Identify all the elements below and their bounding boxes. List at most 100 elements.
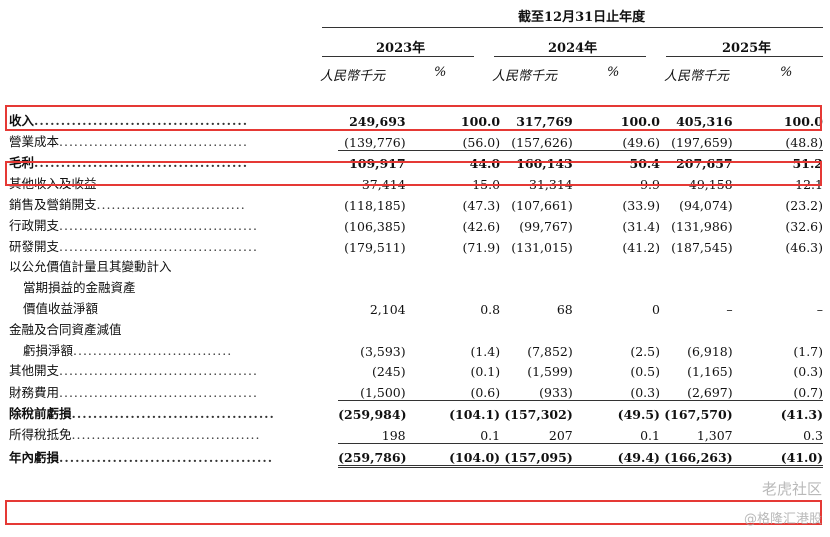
cell-value: (933) [500,379,573,402]
cell-value: 198 [338,421,406,444]
cell-pct: (47.3) [462,197,501,213]
cell-pct: (0.6) [405,379,501,402]
cell-pct: 0.3 [732,421,823,444]
cell-pct: (0.3) [572,379,660,402]
unit-label-2024: 人民幣千元 [492,69,558,84]
cell-pct: – [816,301,823,317]
cell-pct: (56.0) [405,128,501,151]
watermark-handle: @格隆汇港股 [743,512,822,527]
cell-pct: (33.9) [622,197,660,213]
cell-pct: (0.3) [793,364,823,380]
cell-pct: (0.7) [732,379,823,402]
table-row-loss-for-year: 年內虧損....................................… [9,443,823,468]
cell-pct: (71.9) [462,239,501,255]
cell-value: 207 [500,421,573,444]
table-row-finance-costs: 財務費用....................................… [9,379,823,402]
cell-value: 49,158 [688,177,733,193]
pct-label-2023: % [434,65,447,80]
table-row-fvtpl-header: 以公允價值計量且其變動計入 [9,255,823,276]
row-label: 以公允價值計量且其變動計入 [9,259,172,275]
cell-value: (157,626) [500,128,573,151]
table-row-other-expenses: 其他開支....................................… [9,359,823,380]
cell-pct: 100.0 [783,113,823,129]
cell-pct: (49.6) [572,128,660,151]
row-label: 營業成本 [9,134,60,150]
row-label: 銷售及營銷開支 [9,196,97,212]
cell-value: (7,852) [527,343,573,359]
cell-pct: 0 [652,301,660,317]
cell-value: (94,074) [679,197,733,213]
cell-value: (6,918) [687,343,733,359]
cell-value: (2,697) [659,379,733,402]
highlight-box-loss-for-year [5,500,822,525]
table-row-impairment-losses: 虧損淨額................................ (3,… [9,338,823,359]
pct-label-2025: % [780,65,793,80]
cell-pct: (49.5) [617,406,660,422]
table-row-revenue: 收入......................................… [9,108,823,129]
cell-value: (131,986) [671,218,733,234]
cell-pct: (41.0) [732,443,823,468]
cell-value: (166,263) [659,443,733,468]
cell-value: (1,599) [527,364,573,380]
cell-value: (187,545) [671,239,733,255]
year-2025-rule [666,56,823,57]
cell-pct: (1.7) [793,343,823,359]
cell-value: 249,693 [349,113,406,129]
row-label: 收入 [9,112,35,128]
cell-value: (157,095) [500,443,573,468]
period-heading: 截至12月31日止年度 [518,10,646,25]
period-rule [322,27,823,28]
table-row-gross-profit: 毛利......................................… [9,150,823,171]
cell-value: 68 [556,301,573,317]
year-2023-rule [322,56,474,57]
cell-pct: 50.4 [629,156,660,172]
cell-value: (1,500) [338,379,406,402]
cell-value: (167,570) [664,406,733,422]
cell-pct: (49.4) [572,443,660,468]
row-label: 除稅前虧損 [9,405,72,421]
cell-pct: (104.1) [449,406,501,422]
table-row-impairment-header: 金融及合同資產減值 [9,317,823,338]
cell-pct: 100.0 [620,113,660,129]
cell-pct: 44.0 [469,156,501,172]
cell-value: 2,104 [369,301,406,317]
cell-pct: 0.1 [405,421,501,444]
cell-value: 317,769 [516,113,573,129]
pct-label-2024: % [607,65,620,80]
cell-pct: (104.0) [405,443,501,468]
cell-pct: (41.3) [780,406,823,422]
cell-pct: (46.3) [785,239,823,255]
year-2024-heading: 2024年 [548,41,598,56]
cell-pct: (2.5) [630,343,660,359]
cell-value: – [726,301,733,317]
cell-pct: 9.9 [640,177,660,193]
cell-value: (106,385) [344,218,406,234]
watermark-community: 老虎社区 [761,480,822,498]
row-label: 財務費用 [9,384,60,400]
unit-label-2023: 人民幣千元 [320,69,386,84]
row-label: 虧損淨額 [23,342,74,358]
row-label: 所得稅抵免 [9,427,72,443]
row-label: 金融及合同資產減值 [9,321,122,337]
row-label: 年內虧損 [9,450,60,466]
year-2024-rule [494,56,646,57]
cell-pct: (41.2) [622,239,660,255]
cell-pct: (0.5) [630,364,660,380]
cell-value: 207,657 [676,156,733,172]
row-label: 其他開支 [9,363,60,379]
cell-pct: 12.1 [795,177,823,193]
year-2023-heading: 2023年 [376,41,426,56]
row-label: 行政開支 [9,217,60,233]
table-row-selling-expenses: 銷售及營銷開支.............................. (1… [9,192,823,213]
cell-value: (197,659) [659,128,733,151]
table-row-cost-of-sales: 營業成本....................................… [9,128,823,151]
row-label: 其他收入及收益 [9,176,97,192]
cell-value: 31,314 [529,177,573,193]
cell-value: 405,316 [676,113,733,129]
cell-pct: 15.0 [472,177,501,193]
cell-value: (157,302) [504,406,573,422]
table-row-fvtpl-gains: 價值收益淨額 2,104 0.8 68 0 – – [9,296,823,317]
cell-value: (3,593) [360,343,406,359]
cell-value: (118,185) [344,197,406,213]
